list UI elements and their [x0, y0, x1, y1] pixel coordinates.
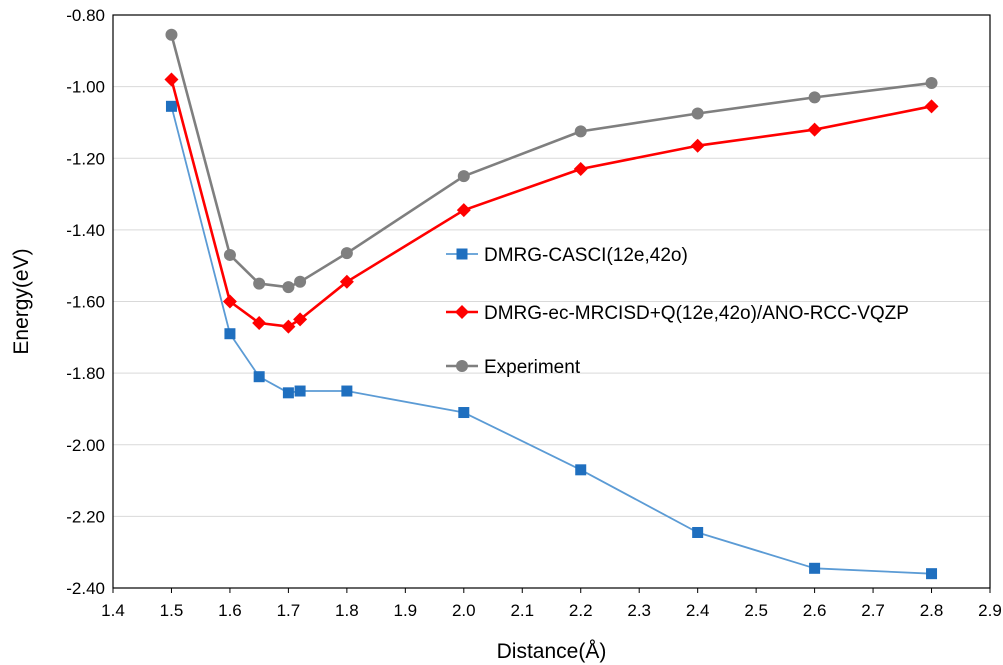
legend-item: DMRG-CASCI(12e,42o) [446, 245, 688, 266]
plot-area-border [112, 14, 991, 589]
data-point [282, 387, 294, 399]
legend-marker [455, 305, 469, 319]
data-point [925, 77, 938, 90]
data-point [692, 526, 704, 538]
x-axis-ticks: 1.4 1.5 1.6 1.7 1.8 1.9 2.0 2.1 2.2 2.3 2.4 2.5 2.6 2… [101, 588, 1002, 620]
y-tick-label: -1.20 [66, 149, 105, 168]
data-point [458, 407, 470, 419]
y-tick-label: -2.00 [66, 436, 105, 455]
y-axis-title: Energy(eV) [10, 248, 33, 354]
data-point [223, 248, 236, 261]
data-point [809, 562, 821, 574]
x-tick-label: 1.7 [277, 601, 301, 620]
legend-label: DMRG-CASCI(12e,42o) [484, 245, 688, 266]
y-tick-label: -1.60 [66, 293, 105, 312]
data-point [926, 568, 938, 580]
data-point [165, 28, 178, 41]
x-tick-label: 2.2 [569, 601, 593, 620]
data-point [690, 138, 705, 153]
x-tick-label: 2.1 [510, 601, 534, 620]
data-point [574, 125, 587, 138]
data-point [339, 274, 354, 289]
data-point [573, 161, 588, 176]
y-tick-label: -1.80 [66, 364, 105, 383]
y-tick-label: -1.40 [66, 221, 105, 240]
data-point [575, 464, 587, 476]
x-tick-label: 2.6 [803, 601, 827, 620]
series-3 [165, 28, 938, 294]
data-point [808, 91, 821, 104]
series-layer [164, 28, 939, 580]
data-point [252, 315, 267, 330]
data-point [294, 275, 307, 288]
data-point [691, 107, 704, 120]
x-tick-label: 2.9 [978, 601, 1002, 620]
x-tick-label: 2.7 [861, 601, 885, 620]
y-axis-ticks: -0.80 -1.00 -1.20 -1.40 -1.60 -1.80 -2.00 -2.20… [66, 6, 105, 598]
x-tick-label: 2.5 [744, 601, 768, 620]
y-tick-label: -1.00 [66, 78, 105, 97]
x-tick-label: 2.0 [452, 601, 476, 620]
data-point [924, 99, 939, 114]
series-1 [165, 100, 938, 580]
legend-item: Experiment [446, 357, 581, 378]
x-tick-label: 1.6 [218, 601, 242, 620]
gridlines [113, 86, 990, 517]
data-point [456, 203, 471, 218]
data-point [281, 319, 296, 334]
legend-marker [456, 360, 468, 372]
legend-label: DMRG-ec-MRCISD+Q(12e,42o)/ANO-RCC-VQZP [484, 303, 909, 324]
y-tick-label: -2.20 [66, 507, 105, 526]
legend-label: Experiment [484, 357, 581, 378]
x-tick-label: 2.3 [627, 601, 651, 620]
x-tick-label: 1.8 [335, 601, 359, 620]
data-point [224, 328, 236, 340]
data-point [340, 247, 353, 260]
data-point [293, 312, 308, 327]
y-tick-label: -0.80 [66, 6, 105, 25]
x-tick-label: 2.8 [920, 601, 944, 620]
x-tick-label: 1.5 [160, 601, 184, 620]
data-point [253, 277, 266, 290]
data-point [807, 122, 822, 137]
data-point [341, 385, 353, 397]
data-point [165, 100, 177, 112]
legend: DMRG-CASCI(12e,42o) DMRG-ec-MRCISD+Q(12e,… [446, 245, 909, 378]
x-tick-label: 1.9 [394, 601, 418, 620]
data-point [457, 170, 470, 183]
legend-marker [456, 248, 468, 260]
x-axis-title: Distance(Å) [497, 640, 607, 663]
series-2 [164, 72, 939, 334]
series-line [170, 106, 932, 575]
x-tick-label: 2.4 [686, 601, 710, 620]
legend-item: DMRG-ec-MRCISD+Q(12e,42o)/ANO-RCC-VQZP [446, 303, 909, 324]
data-point [222, 294, 237, 309]
data-point [282, 281, 295, 294]
data-point [253, 371, 265, 383]
y-tick-label: -2.40 [66, 579, 105, 598]
data-point [294, 385, 306, 397]
x-tick-label: 1.4 [101, 601, 125, 620]
data-point [164, 72, 179, 87]
